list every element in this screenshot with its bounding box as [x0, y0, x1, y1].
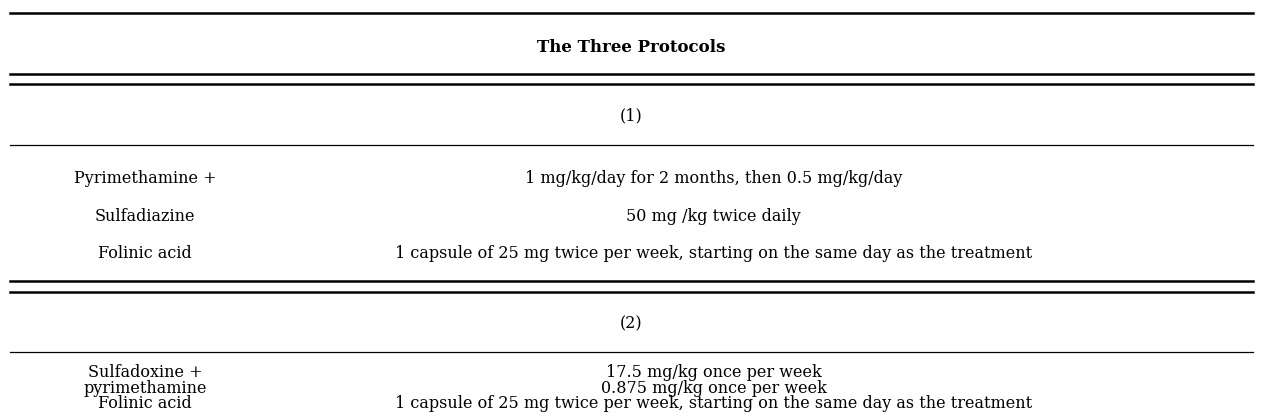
Text: 0.875 mg/kg once per week: 0.875 mg/kg once per week — [601, 379, 826, 396]
Text: Folinic acid: Folinic acid — [99, 244, 192, 261]
Text: 1 capsule of 25 mg twice per week, starting on the same day as the treatment: 1 capsule of 25 mg twice per week, start… — [395, 394, 1032, 411]
Text: 17.5 mg/kg once per week: 17.5 mg/kg once per week — [606, 363, 821, 380]
Text: (2): (2) — [620, 314, 643, 332]
Text: (1): (1) — [620, 107, 643, 124]
Text: pyrimethamine: pyrimethamine — [83, 379, 207, 396]
Text: 1 capsule of 25 mg twice per week, starting on the same day as the treatment: 1 capsule of 25 mg twice per week, start… — [395, 244, 1032, 261]
Text: 1 mg/kg/day for 2 months, then 0.5 mg/kg/day: 1 mg/kg/day for 2 months, then 0.5 mg/kg… — [525, 170, 902, 187]
Text: Sulfadiazine: Sulfadiazine — [95, 207, 196, 224]
Text: Folinic acid: Folinic acid — [99, 394, 192, 411]
Text: Sulfadoxine +: Sulfadoxine + — [88, 363, 202, 380]
Text: The Three Protocols: The Three Protocols — [537, 39, 726, 56]
Text: 50 mg /kg twice daily: 50 mg /kg twice daily — [626, 207, 801, 224]
Text: Pyrimethamine +: Pyrimethamine + — [75, 170, 216, 187]
